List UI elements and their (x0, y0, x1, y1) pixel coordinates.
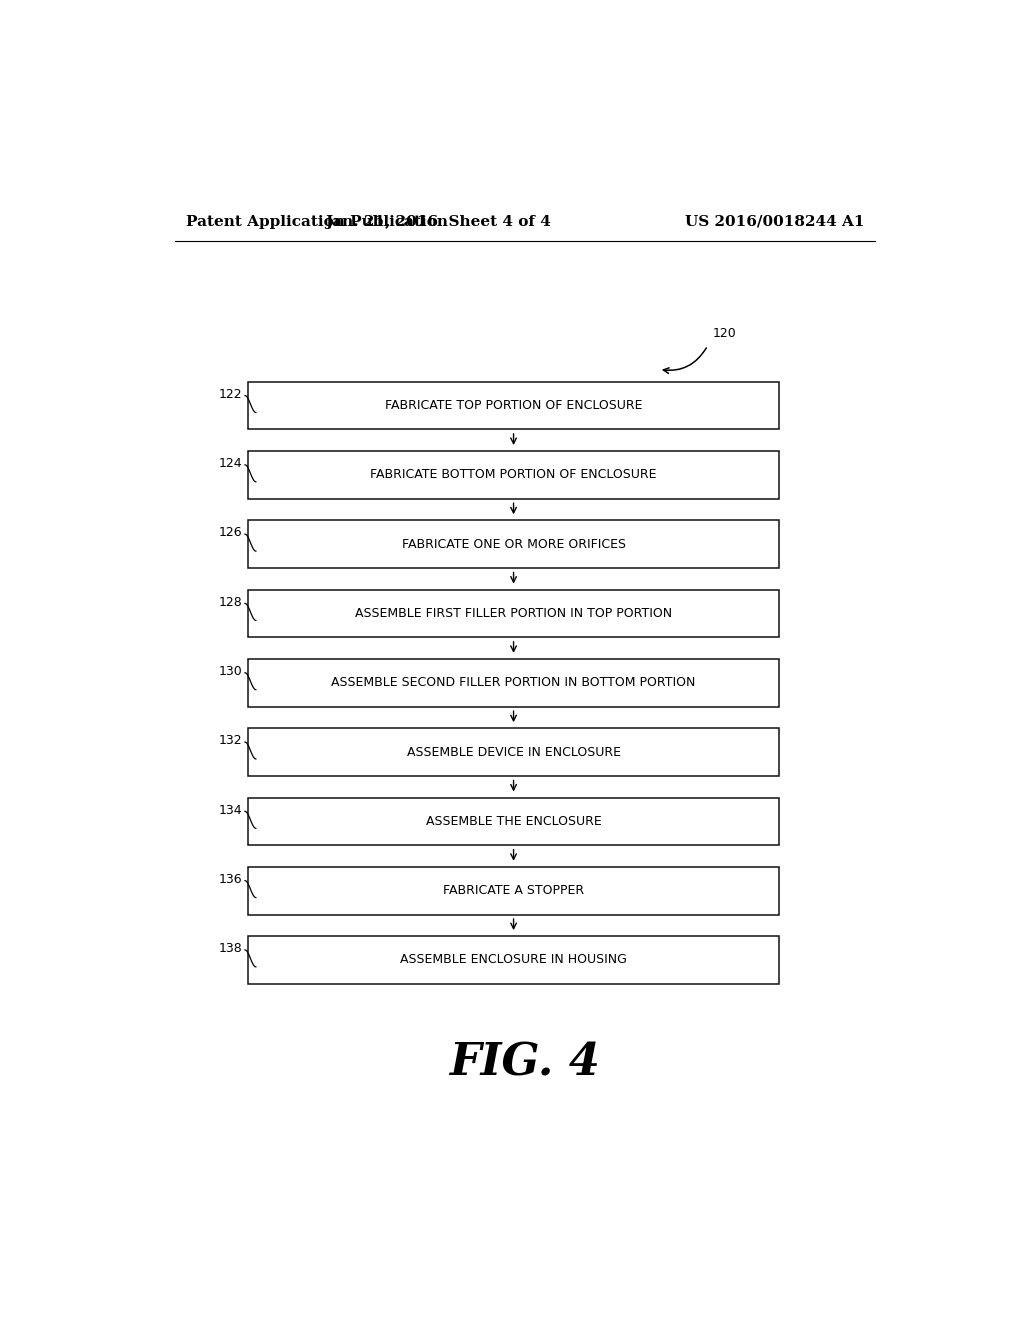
Bar (248, 659, 779, 706)
Text: ASSEMBLE ENCLOSURE IN HOUSING: ASSEMBLE ENCLOSURE IN HOUSING (400, 953, 627, 966)
Bar (248, 729, 779, 776)
Bar (248, 520, 779, 568)
Text: 120: 120 (713, 327, 737, 341)
Text: ASSEMBLE SECOND FILLER PORTION IN BOTTOM PORTION: ASSEMBLE SECOND FILLER PORTION IN BOTTOM… (332, 676, 695, 689)
Text: Patent Application Publication: Patent Application Publication (186, 215, 449, 228)
Text: 132: 132 (218, 734, 242, 747)
Text: 126: 126 (218, 527, 242, 540)
Text: 138: 138 (218, 942, 242, 956)
Text: FABRICATE TOP PORTION OF ENCLOSURE: FABRICATE TOP PORTION OF ENCLOSURE (385, 399, 642, 412)
Bar (248, 867, 779, 915)
Text: ASSEMBLE FIRST FILLER PORTION IN TOP PORTION: ASSEMBLE FIRST FILLER PORTION IN TOP POR… (355, 607, 672, 620)
Text: 130: 130 (218, 665, 242, 678)
Bar (248, 797, 779, 845)
Bar (248, 936, 779, 983)
Text: ASSEMBLE DEVICE IN ENCLOSURE: ASSEMBLE DEVICE IN ENCLOSURE (407, 746, 621, 759)
Text: 136: 136 (218, 873, 242, 886)
Bar (248, 451, 779, 499)
Text: 124: 124 (218, 457, 242, 470)
Text: FABRICATE ONE OR MORE ORIFICES: FABRICATE ONE OR MORE ORIFICES (401, 537, 626, 550)
Text: FIG. 4: FIG. 4 (450, 1041, 600, 1085)
Text: Jan. 21, 2016  Sheet 4 of 4: Jan. 21, 2016 Sheet 4 of 4 (325, 215, 551, 228)
Bar (248, 381, 779, 429)
Text: FABRICATE A STOPPER: FABRICATE A STOPPER (443, 884, 584, 898)
Text: FABRICATE BOTTOM PORTION OF ENCLOSURE: FABRICATE BOTTOM PORTION OF ENCLOSURE (371, 469, 656, 482)
Text: 122: 122 (218, 388, 242, 401)
Text: US 2016/0018244 A1: US 2016/0018244 A1 (685, 215, 864, 228)
Text: ASSEMBLE THE ENCLOSURE: ASSEMBLE THE ENCLOSURE (426, 814, 601, 828)
Text: 134: 134 (218, 804, 242, 817)
Text: 128: 128 (218, 595, 242, 609)
Bar (248, 590, 779, 638)
